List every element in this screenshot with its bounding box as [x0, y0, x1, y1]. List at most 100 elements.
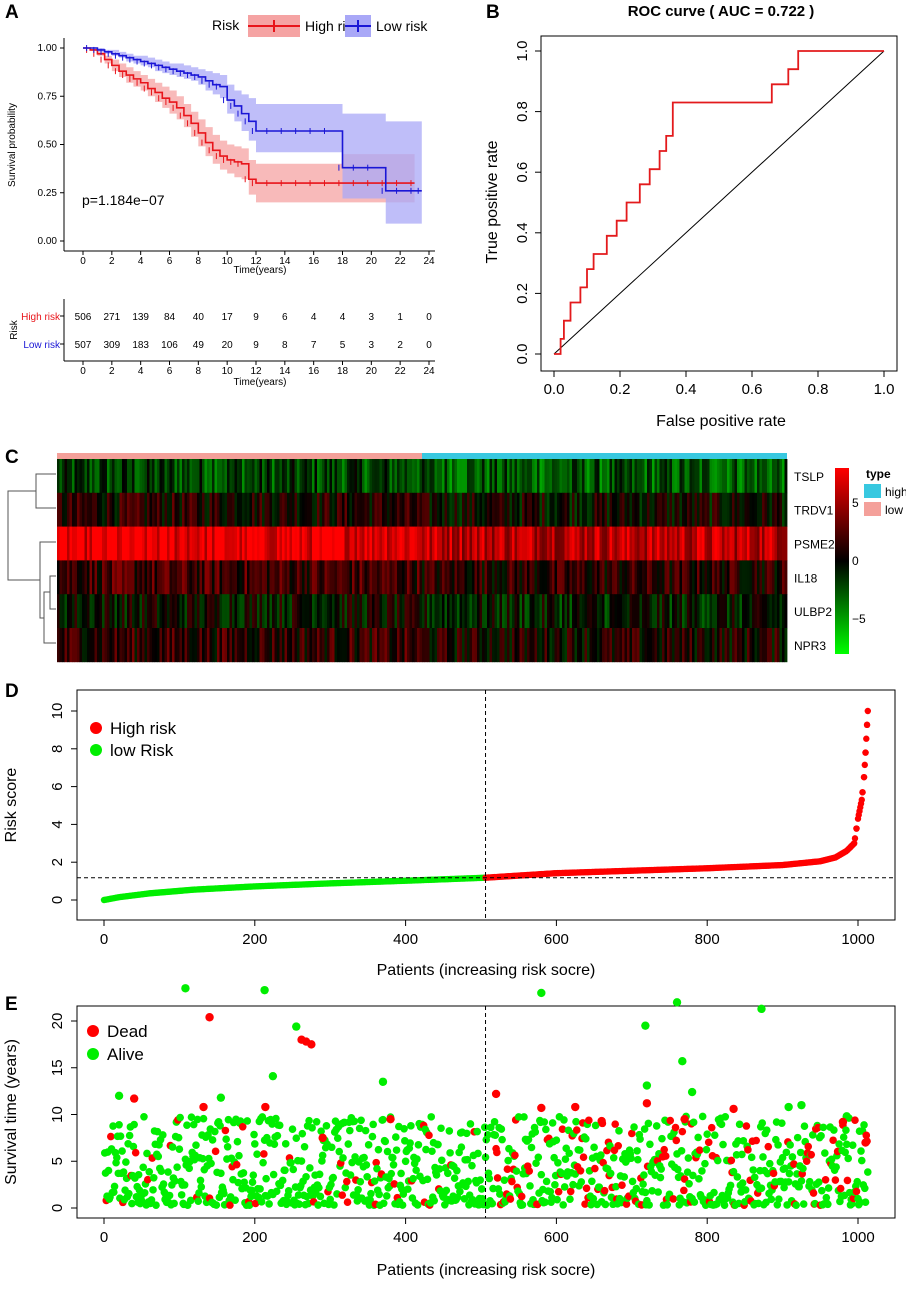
survival-point-alive — [717, 1120, 726, 1129]
heatmap-cell — [457, 526, 460, 561]
heatmap-cell — [177, 492, 180, 527]
heatmap-cell — [417, 594, 420, 629]
survival-point-alive — [835, 1140, 843, 1148]
heatmap-cell — [679, 628, 683, 663]
heatmap-cell — [337, 492, 340, 527]
heatmap-cell — [537, 492, 540, 527]
survival-point-alive — [537, 1170, 546, 1179]
heatmap-cell — [532, 560, 535, 595]
survival-point-alive — [125, 1189, 133, 1198]
risk-table-x-tick-label: 12 — [250, 366, 262, 377]
heatmap-cell — [592, 459, 595, 494]
heatmap-cell — [247, 526, 250, 561]
heatmap-cell — [497, 526, 500, 561]
heatmap-cell — [152, 526, 155, 561]
heatmap-cell — [524, 492, 528, 527]
survival-point-alive — [758, 1119, 767, 1127]
heatmap-cell — [472, 526, 475, 561]
heatmap-cell — [412, 628, 415, 663]
heatmap-cell — [247, 594, 250, 629]
survival-point-alive — [159, 1180, 168, 1188]
heatmap-cell — [657, 459, 660, 494]
risk-table-cell: 271 — [103, 312, 120, 323]
heatmap-cell — [384, 560, 388, 595]
heatmap-cell — [659, 594, 663, 629]
heatmap-cell — [444, 594, 448, 629]
heatmap-cell — [629, 628, 633, 663]
survival-point-alive — [435, 1165, 444, 1173]
heatmap-cell — [289, 594, 293, 629]
survival-point-dead — [251, 1199, 260, 1208]
survival-point-dead — [425, 1131, 433, 1140]
heatmap-cell — [89, 560, 93, 595]
heatmap-cell — [417, 492, 420, 527]
heatmap-cell — [214, 459, 218, 494]
survival-point-alive — [713, 1156, 722, 1165]
heatmap-cell — [252, 560, 255, 595]
heatmap-cell — [759, 459, 763, 494]
panel-label-d: D — [5, 681, 19, 702]
heatmap-cell — [279, 560, 283, 595]
km-plot-area — [83, 45, 422, 224]
heatmap-cell — [159, 526, 163, 561]
heatmap-cell — [289, 459, 293, 494]
survival-point-alive — [793, 1133, 802, 1142]
heatmap-cell — [637, 526, 640, 561]
heatmap-cell — [502, 492, 505, 527]
heatmap-cell — [67, 492, 70, 527]
heatmap-cell — [437, 492, 440, 527]
heatmap-legend-low-swatch — [864, 502, 881, 516]
heatmap-cell — [752, 526, 755, 561]
heatmap-cell — [619, 560, 623, 595]
heatmap-gene-label: TSLP — [794, 470, 824, 484]
heatmap-cell — [412, 594, 415, 629]
heatmap-cell — [79, 560, 83, 595]
heatmap-cell — [322, 459, 325, 494]
heatmap-cell — [644, 628, 648, 663]
survival-point-alive — [641, 1188, 650, 1197]
survival-point-alive — [636, 1135, 644, 1143]
heatmap-cell — [672, 459, 675, 494]
risk-table-cell: 5 — [340, 340, 346, 351]
survival-point-alive — [139, 1163, 148, 1172]
risk-table-x-tick-label: 8 — [196, 366, 202, 377]
survival-point-alive — [799, 1200, 808, 1208]
heatmap-cell — [479, 560, 483, 595]
heatmap-cell — [669, 526, 673, 561]
survival-point-dead — [143, 1175, 152, 1184]
heatmap-cell — [557, 459, 560, 494]
heatmap-cell — [757, 560, 760, 595]
survival-point-alive — [171, 1177, 179, 1185]
heatmap-cell — [562, 628, 565, 663]
heatmap-cell — [652, 594, 655, 629]
heatmap-cell — [749, 459, 753, 494]
heatmap-cell — [772, 560, 775, 595]
survival-point-alive — [446, 1149, 454, 1157]
survival-point-alive — [147, 1196, 156, 1204]
heatmap-cell — [309, 594, 313, 629]
heatmap-cell — [747, 492, 750, 527]
heatmap-cell — [172, 459, 175, 494]
survival-point-alive — [183, 1121, 191, 1130]
heatmap-cell — [627, 492, 630, 527]
heatmap-cell — [462, 560, 465, 595]
heatmap-cell — [619, 492, 623, 527]
heatmap-cell — [264, 459, 268, 494]
heatmap-cell — [689, 459, 693, 494]
heatmap-cell — [224, 459, 228, 494]
km-curve-high — [83, 47, 415, 184]
heatmap-cell — [512, 628, 515, 663]
heatmap-cell — [272, 628, 275, 663]
heatmap-cell — [427, 594, 430, 629]
survival-point-alive — [734, 1137, 742, 1145]
heatmap-cell — [237, 594, 240, 629]
heatmap-cell — [284, 594, 288, 629]
heatmap-cell — [227, 459, 230, 494]
heatmap-cell — [332, 526, 335, 561]
heatmap-cell — [149, 594, 153, 629]
heatmap-cell — [709, 526, 713, 561]
survival-point-dead — [106, 1132, 115, 1141]
heatmap-cell — [117, 492, 120, 527]
heatmap-cell — [134, 628, 138, 663]
